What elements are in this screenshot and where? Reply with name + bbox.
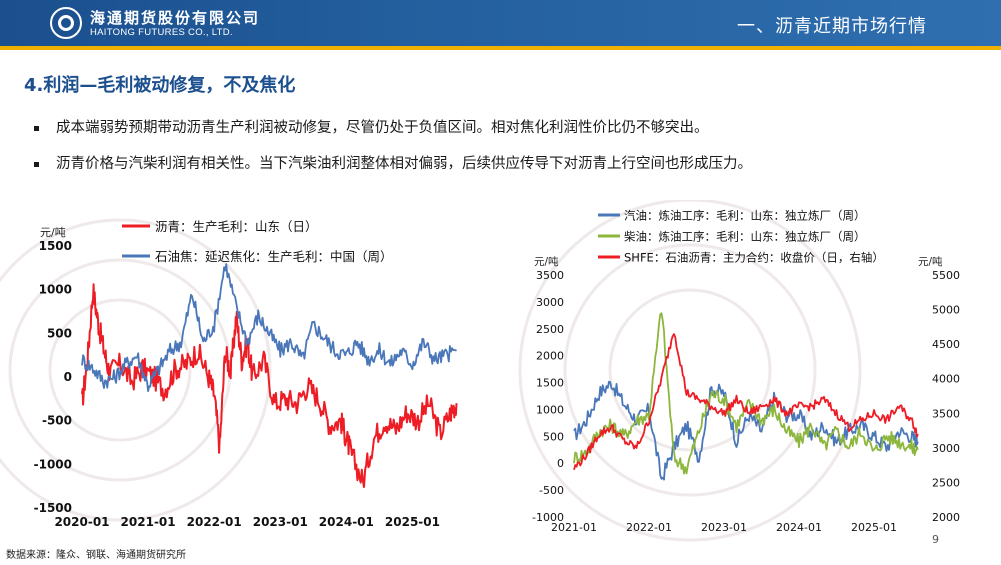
bullet-item: 成本端弱势预期带动沥青生产利润被动修复，尽管仍处于负值区间。相对焦化利润性价比仍… (34, 118, 974, 138)
slide-header: 海通期货股份有限公司 HAITONG FUTURES CO., LTD. 一、沥… (0, 0, 1001, 52)
y-tick-label: 500 (543, 430, 564, 443)
company-logo: 海通期货股份有限公司 HAITONG FUTURES CO., LTD. (50, 5, 280, 41)
y-tick-label-right: 4500 (932, 338, 960, 351)
legend-label-1: 柴油：炼油工序：毛利：山东：独立炼厂（周） (624, 230, 866, 244)
legend-label-2: SHFE：石油沥青：主力合约：收盘价（日，右轴） (624, 251, 884, 265)
x-tick-label: 2022-01 (187, 515, 242, 529)
asphalt-margin-chart: 元/吨 1500 1000 500 0 -500 -1000 -1500 2020-01 2021… (0, 210, 480, 540)
logo-en: HAITONG FUTURES CO., LTD. (90, 27, 233, 38)
y-tick-label: -500 (539, 484, 564, 497)
y-tick-label: 1000 (536, 403, 564, 416)
y-tick-label: 0 (64, 370, 72, 384)
slide-title: 4.利润—毛利被动修复，不及焦化 (24, 75, 296, 96)
bullet-text: 沥青价格与汽柴利润有相关性。当下汽柴油利润整体相对偏弱，后续供应传导下对沥青上行… (56, 156, 752, 172)
y-tick-label: 2500 (536, 323, 564, 336)
y-tick-label: -1000 (532, 511, 564, 524)
y-tick-label: 1000 (39, 283, 72, 297)
header-accent-line (0, 46, 1001, 50)
y-tick-label: 0 (557, 457, 564, 470)
x-tick-label: 2024-01 (319, 515, 374, 529)
y-tick-label-right: 3500 (932, 407, 960, 420)
logo-cn: 海通期货股份有限公司 (90, 9, 261, 27)
x-tick-label: 2021-01 (551, 521, 597, 534)
y-tick-label-right: 4000 (932, 373, 960, 386)
legend-label-1: 石油焦：延迟焦化：生产毛利：中国（周） (155, 249, 393, 264)
y-tick-label: 2000 (536, 350, 564, 363)
x-tick-label: 2023-01 (701, 521, 747, 534)
y-axis-unit-label: 元/吨 (534, 255, 559, 268)
y-tick-label-right: 3000 (932, 442, 960, 455)
y-tick-label-right: 2500 (932, 476, 960, 489)
x-tick-label: 2023-01 (253, 515, 308, 529)
series-line-0 (573, 380, 919, 481)
series-line-1 (81, 263, 457, 392)
legend-label-0: 汽油：炼油工序：毛利：山东：独立炼厂（周） (624, 209, 866, 223)
refinery-margin-chart: 汽油：炼油工序：毛利：山东：独立炼厂（周） 柴油：炼油工序：毛利：山东：独立炼厂（… (520, 205, 990, 540)
x-tick-label: 2025-01 (385, 515, 440, 529)
y-tick-label: 500 (47, 326, 72, 340)
y-axis-unit-label: 元/吨 (40, 226, 66, 239)
series-line-2 (573, 333, 919, 471)
bullet-square-icon (34, 126, 39, 131)
refinery-margin-chart-svg: 汽油：炼油工序：毛利：山东：独立炼厂（周） 柴油：炼油工序：毛利：山东：独立炼厂（… (532, 209, 960, 535)
y-tick-label: 1500 (39, 239, 72, 253)
y-tick-label: 3500 (536, 269, 564, 282)
y-tick-label: -500 (42, 414, 72, 428)
y-tick-label-right: 2000 (932, 511, 960, 524)
legend-label-0: 沥青：生产毛利：山东（日） (155, 219, 318, 234)
series-line-0 (81, 283, 458, 488)
section-title: 一、沥青近期市场行情 (737, 16, 927, 37)
y-tick-label-right: 5500 (932, 269, 960, 282)
x-tick-label: 2022-01 (626, 521, 672, 534)
bullet-list: 成本端弱势预期带动沥青生产利润被动修复，尽管仍处于负值区间。相对焦化利润性价比仍… (34, 118, 974, 190)
y-tick-label: 3000 (536, 296, 564, 309)
y-axis-right-unit-label: 元/吨 (918, 255, 943, 268)
y-tick-label-right: 5000 (932, 304, 960, 317)
y-tick-label: 1500 (536, 377, 564, 390)
logo-mark-icon (50, 7, 82, 39)
bullet-item: 沥青价格与汽柴利润有相关性。当下汽柴油利润整体相对偏弱，后续供应传导下对沥青上行… (34, 154, 974, 174)
x-tick-label: 2024-01 (776, 521, 822, 534)
y-tick-label: -1000 (34, 457, 72, 471)
bullet-text: 成本端弱势预期带动沥青生产利润被动修复，尽管仍处于负值区间。相对焦化利润性价比仍… (56, 120, 709, 136)
page-number: 9 (932, 533, 939, 546)
header-bar (0, 0, 1001, 46)
y-tick-label: -1500 (34, 501, 72, 515)
series-line-1 (573, 312, 919, 475)
data-source-note: 数据来源：隆众、钢联、海通期货研究所 (6, 550, 186, 561)
bullet-square-icon (34, 162, 39, 167)
x-tick-label: 2025-01 (851, 521, 897, 534)
x-tick-label: 2021-01 (121, 515, 176, 529)
x-tick-label: 2020-01 (54, 515, 109, 529)
